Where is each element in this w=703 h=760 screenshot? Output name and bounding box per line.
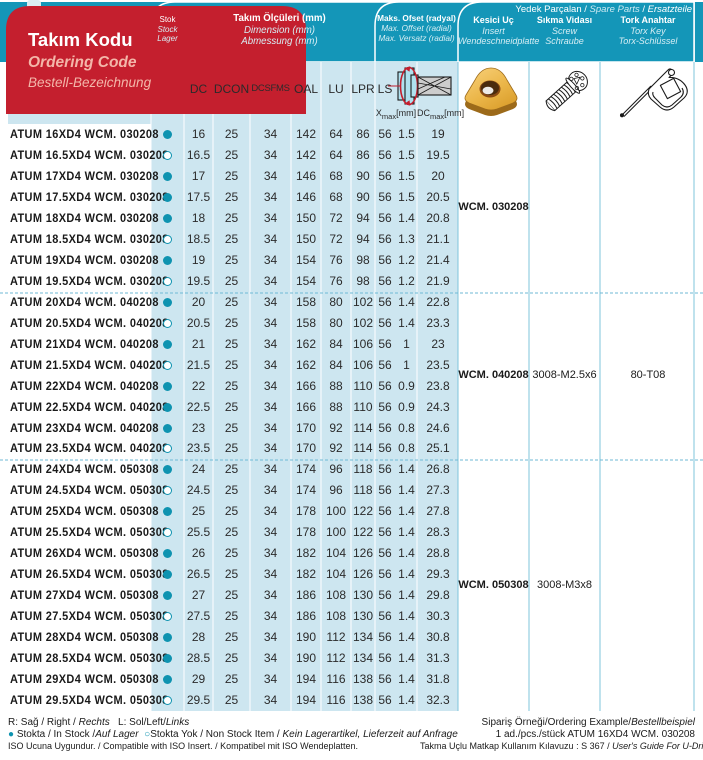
svg-text:Xmax: Xmax [384,80,386,95]
